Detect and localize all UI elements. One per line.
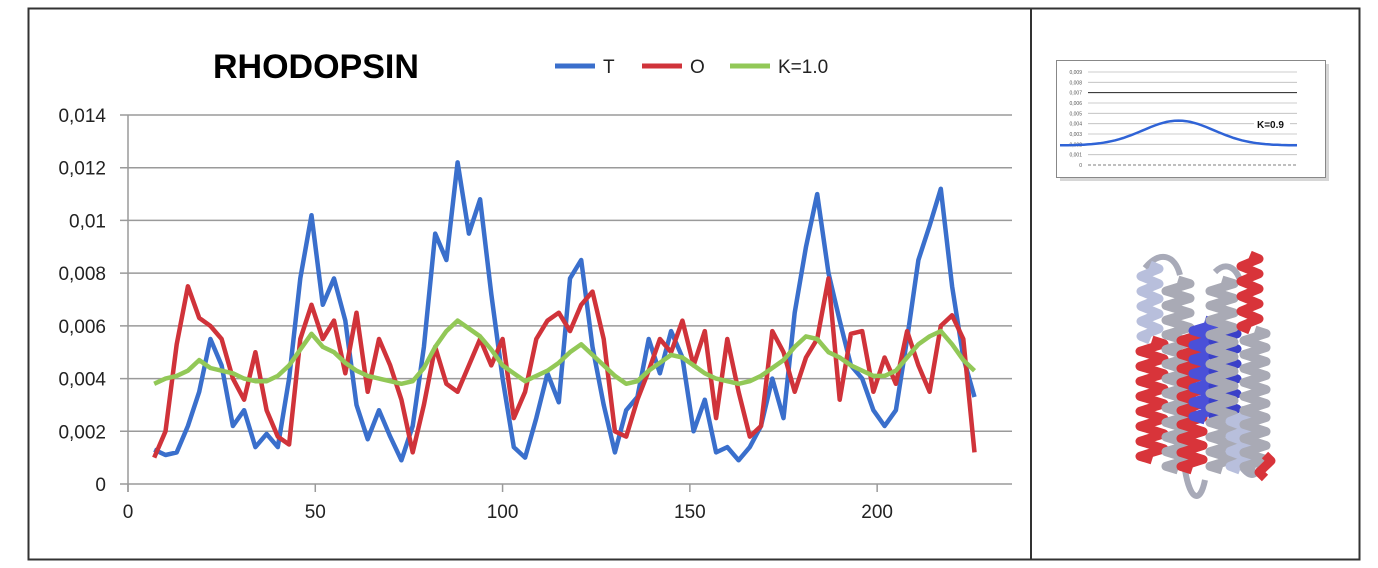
inset-y-tick-label: 0,009 [1069, 70, 1082, 76]
inset-y-tick-label: 0,008 [1069, 80, 1082, 86]
legend-label: O [690, 57, 705, 78]
legend-label: T [603, 57, 615, 78]
x-tick-label: 50 [305, 502, 326, 523]
x-tick-label: 150 [674, 502, 706, 523]
y-tick-label: 0,002 [58, 422, 106, 443]
y-tick-label: 0,01 [69, 211, 106, 232]
helix-red-3 [1236, 250, 1264, 335]
gridlines [120, 114, 1012, 485]
inset-y-tick-label: 0 [1079, 163, 1082, 169]
series-lines [152, 160, 977, 463]
inset-label: K=0.9 [1257, 120, 1284, 131]
series-line-o [152, 276, 977, 459]
inset-y-tick-label: 0,003 [1069, 132, 1082, 138]
x-tick-label: 200 [861, 502, 893, 523]
y-tick-label: 0,006 [58, 317, 106, 338]
inset-label-bg [1254, 118, 1290, 130]
legend: T O K=1.0 [555, 57, 828, 78]
inset-y-tick-label: 0,004 [1069, 122, 1082, 128]
y-tick-label: 0,014 [58, 106, 106, 127]
x-tick-label: 100 [487, 502, 519, 523]
axes: 0 0,002 0,004 0,006 0,008 0,01 0,012 0,014 0 50 10… [58, 106, 893, 523]
helix-3 [1205, 275, 1239, 475]
helix-1 [1136, 260, 1164, 345]
helix-5 [1239, 325, 1271, 475]
loop-segments [1142, 254, 1265, 499]
inset-y-tick-label: 0,006 [1069, 101, 1082, 107]
y-tick-label: 0,008 [58, 264, 106, 285]
x-tick-label: 0 [123, 502, 134, 523]
inset-y-tick-label: 0,007 [1069, 91, 1082, 97]
helix-red-1 [1135, 335, 1169, 465]
inset-chart: 00,0010,0020,0030,0040,0050,0060,0070,00… [1056, 60, 1329, 181]
helix-2 [1161, 275, 1195, 475]
chart-title: RHODOPSIN [213, 48, 419, 86]
series-line-k10 [153, 318, 977, 387]
inset-y-tick-label: 0,005 [1069, 111, 1082, 117]
inset-y-tick-label: 0,001 [1069, 153, 1082, 159]
protein-structure-image [1135, 250, 1276, 499]
inset-curve [1059, 119, 1298, 147]
y-tick-label: 0,004 [58, 370, 106, 391]
y-tick-label: 0 [95, 475, 106, 496]
helix-red-4 [1254, 451, 1276, 482]
legend-label: K=1.0 [778, 57, 828, 78]
y-tick-label: 0,012 [58, 159, 106, 180]
